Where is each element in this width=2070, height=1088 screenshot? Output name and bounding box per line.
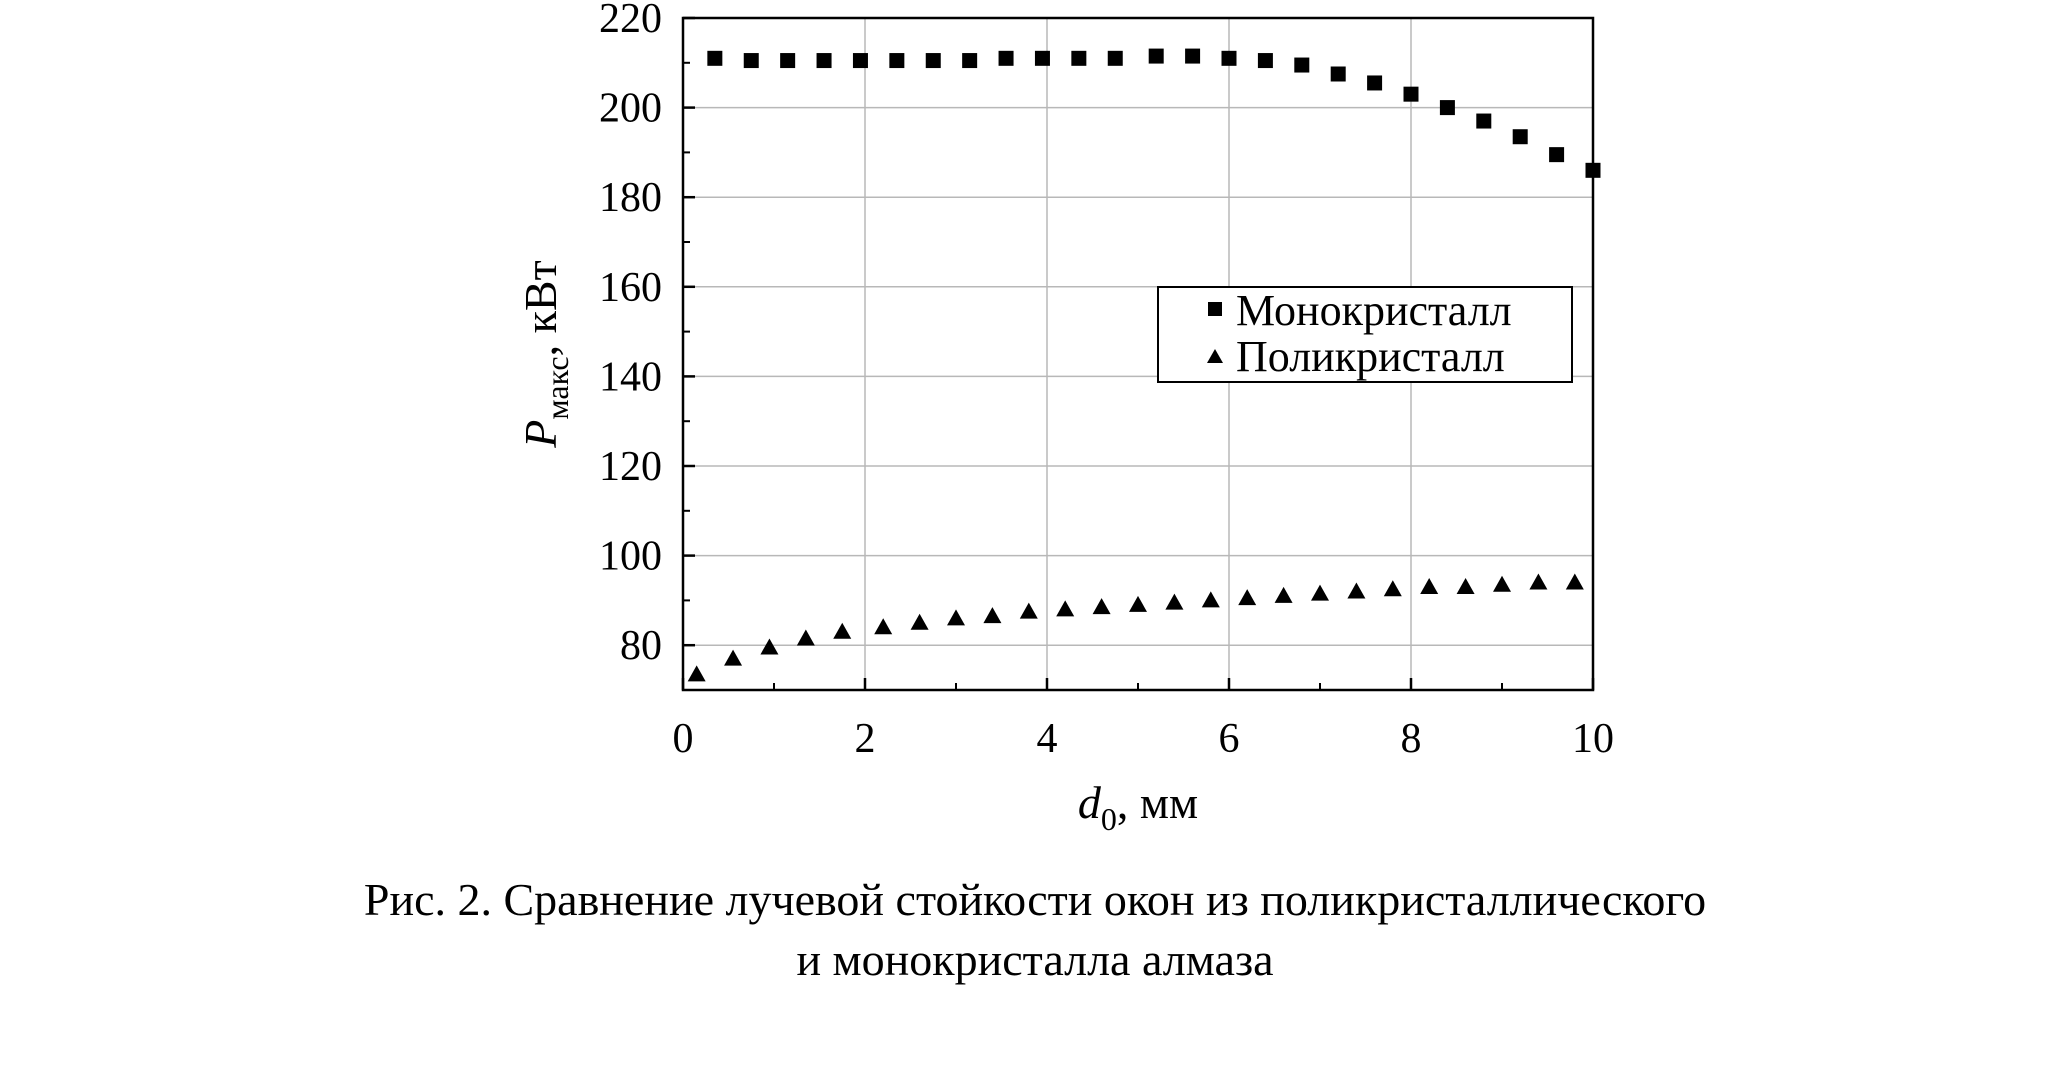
figure-caption: Рис. 2. Сравнение лучевой стойкости окон… [0, 870, 2070, 990]
polycrystal-point [1311, 584, 1329, 601]
polycrystal-point [1529, 573, 1548, 590]
legend-label-polycrystal: Поликристалл [1236, 332, 1505, 381]
y-axis-label: Pмакс, кВт [515, 260, 575, 448]
monocrystal-point [998, 50, 1014, 66]
monocrystal-point [1221, 50, 1237, 66]
polycrystal-point [1238, 589, 1257, 606]
grid-lines [683, 18, 1593, 690]
legend-marker-square [1208, 302, 1222, 316]
y-axis-label-rest: , кВт [515, 260, 566, 356]
polycrystal-point [1129, 595, 1147, 612]
monocrystal-point [1549, 147, 1565, 163]
caption-line-1: Рис. 2. Сравнение лучевой стойкости окон… [363, 874, 1707, 925]
polycrystal-point [947, 609, 965, 626]
monocrystal-point [1330, 66, 1346, 82]
x-tick-label: 10 [1572, 716, 1614, 762]
x-tick-label: 6 [1219, 716, 1240, 762]
polycrystal-point [1201, 591, 1220, 608]
monocrystal-point [1148, 48, 1164, 64]
x-axis-label-main: d [1078, 777, 1102, 828]
y-tick-label: 140 [599, 354, 662, 400]
polycrystal-point [1347, 582, 1366, 599]
x-tick-label: 0 [673, 716, 694, 762]
monocrystal-point [1107, 50, 1123, 66]
monocrystal-point [1185, 48, 1201, 64]
x-tick-labels: 0 2 4 6 8 10 [673, 716, 1615, 762]
monocrystal-point [1071, 50, 1087, 66]
y-tick-label: 120 [599, 444, 662, 490]
legend: Монокристалл Поликристалл [1157, 286, 1573, 383]
legend-marker-triangle [1207, 349, 1223, 363]
polycrystal-point [760, 638, 779, 655]
monocrystal-point [1294, 57, 1310, 73]
y-axis-label-sub: макс [539, 356, 575, 419]
monocrystal-point [1585, 162, 1601, 178]
x-axis-label-rest: , мм [1117, 777, 1198, 828]
polycrystal-point [1383, 580, 1402, 597]
y-tick-label: 80 [620, 623, 662, 669]
monocrystal-point [1439, 100, 1455, 116]
polycrystal-point [1019, 602, 1038, 619]
polycrystal-point [1056, 600, 1075, 617]
polycrystal-point [1274, 586, 1293, 603]
polycrystal-point [1420, 577, 1439, 594]
monocrystal-point [780, 53, 796, 69]
polycrystal-point [1456, 577, 1475, 594]
y-tick-label: 220 [599, 0, 662, 42]
polycrystal-point [796, 629, 815, 646]
monocrystal-point [1257, 53, 1273, 69]
monocrystal-point [1367, 75, 1383, 91]
monocrystal-point [1476, 113, 1492, 129]
polycrystal-point [1565, 573, 1584, 590]
monocrystal-point [816, 53, 832, 69]
legend-box [1157, 286, 1573, 383]
y-tick-label: 100 [599, 534, 662, 580]
monocrystal-point [852, 53, 868, 69]
x-tick-label: 2 [855, 716, 876, 762]
data-markers [687, 48, 1601, 682]
legend-label-monocrystal: Монокристалл [1236, 286, 1512, 335]
polycrystal-point [874, 618, 893, 635]
monocrystal-point [1512, 129, 1528, 145]
caption-line-2: и монокристалла алмаза [796, 934, 1274, 985]
y-tick-labels: 80 100 120 140 160 180 200 220 [599, 0, 662, 669]
axis-ticks [681, 16, 1595, 690]
y-tick-label: 160 [599, 265, 662, 311]
monocrystal-point [889, 53, 905, 69]
polycrystal-point [833, 622, 852, 639]
polycrystal-point [1165, 593, 1184, 610]
polycrystal-point [1493, 575, 1511, 592]
x-tick-label: 8 [1401, 716, 1422, 762]
x-axis-label-sub: 0 [1101, 801, 1117, 837]
monocrystal-point [1034, 50, 1050, 66]
polycrystal-point [1092, 598, 1111, 615]
y-tick-label: 180 [599, 175, 662, 221]
monocrystal-point [707, 50, 723, 66]
monocrystal-point [1403, 86, 1419, 102]
polycrystal-point [910, 613, 929, 630]
polycrystal-point [724, 649, 743, 666]
polycrystal-point [983, 607, 1002, 624]
polycrystal-point [687, 665, 706, 682]
monocrystal-point [925, 53, 941, 69]
monocrystal-point [743, 53, 759, 69]
x-axis-label: d0, мм [1078, 777, 1198, 837]
y-tick-label: 200 [599, 86, 662, 132]
y-axis-label-main: P [515, 420, 566, 449]
monocrystal-point [962, 53, 978, 69]
x-tick-label: 4 [1037, 716, 1058, 762]
